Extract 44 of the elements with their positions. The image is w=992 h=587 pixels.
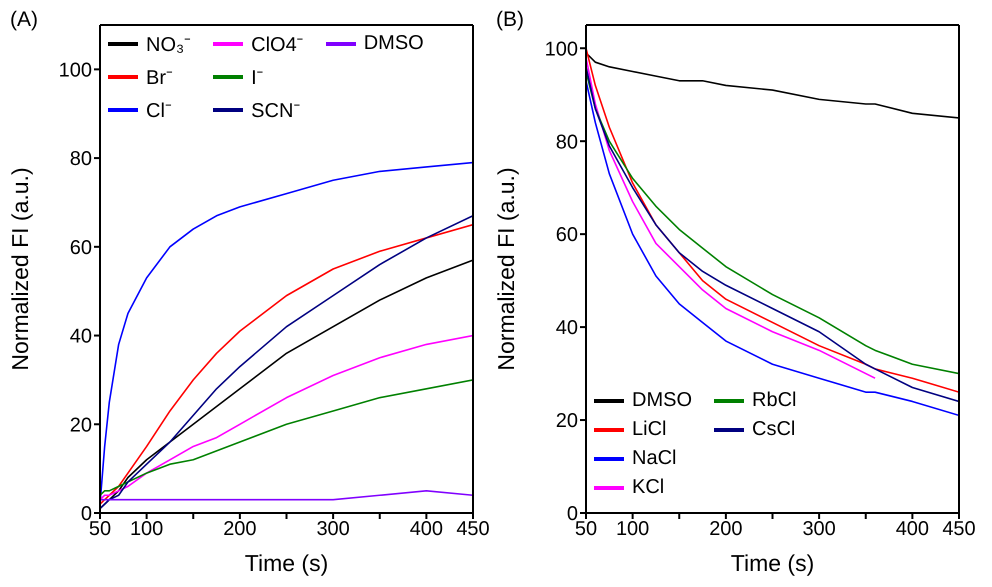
y-tick-label: 100 xyxy=(58,59,92,82)
y-tick-label: 20 xyxy=(556,410,578,432)
x-tick-label: 100 xyxy=(616,518,650,540)
line-series xyxy=(586,56,876,380)
y-tick-label: 100 xyxy=(544,38,578,60)
x-tick-label: 100 xyxy=(130,518,164,540)
legend-label: Cl⁻ xyxy=(146,99,172,123)
legend-label: LiCl xyxy=(632,418,666,441)
x-tick-label: 450 xyxy=(456,518,490,540)
x-tick-label: 50 xyxy=(88,518,112,540)
x-tick-label: 300 xyxy=(316,518,350,540)
x-axis-title: Time (s) xyxy=(244,550,328,576)
y-tick-label: 80 xyxy=(556,131,578,154)
x-tick-label: 200 xyxy=(709,518,743,540)
line-series xyxy=(100,379,473,496)
x-tick-label: 300 xyxy=(802,518,836,540)
chart-title: (A) xyxy=(10,8,38,32)
legend-label: Br⁻ xyxy=(146,66,173,90)
y-tick-label: 80 xyxy=(70,148,92,170)
legend-label: DMSO xyxy=(632,389,692,412)
legend-label: NaCl xyxy=(632,447,676,470)
legend-label: DMSO xyxy=(364,32,424,55)
x-tick-label: 450 xyxy=(942,518,976,540)
x-tick-label: 50 xyxy=(574,518,598,540)
y-tick-label: 60 xyxy=(70,236,92,259)
legend-label: CsCl xyxy=(752,418,796,441)
legend-label: RbCl xyxy=(752,389,796,412)
legend-label: ClO4⁻ xyxy=(251,33,304,57)
x-tick-label: 400 xyxy=(896,518,930,540)
legend-label: NO₃⁻ xyxy=(146,33,192,57)
legend-label: I⁻ xyxy=(251,66,264,90)
x-tick-label: 200 xyxy=(223,518,257,540)
chart-title: (B) xyxy=(496,8,524,32)
y-tick-label: 40 xyxy=(70,326,92,348)
y-axis-title: Normalized FI (a.u.) xyxy=(7,167,34,371)
y-tick-label: 40 xyxy=(556,317,578,340)
y-tick-label: 20 xyxy=(70,414,92,436)
line-series xyxy=(100,334,473,500)
legend-label: SCN⁻ xyxy=(251,99,300,123)
y-axis-title: Normalized FI (a.u.) xyxy=(493,167,520,371)
legend-label: KCl xyxy=(632,476,664,499)
y-tick-label: 60 xyxy=(556,224,578,246)
x-axis-title: Time (s) xyxy=(730,550,814,576)
x-tick-label: 400 xyxy=(410,518,444,540)
